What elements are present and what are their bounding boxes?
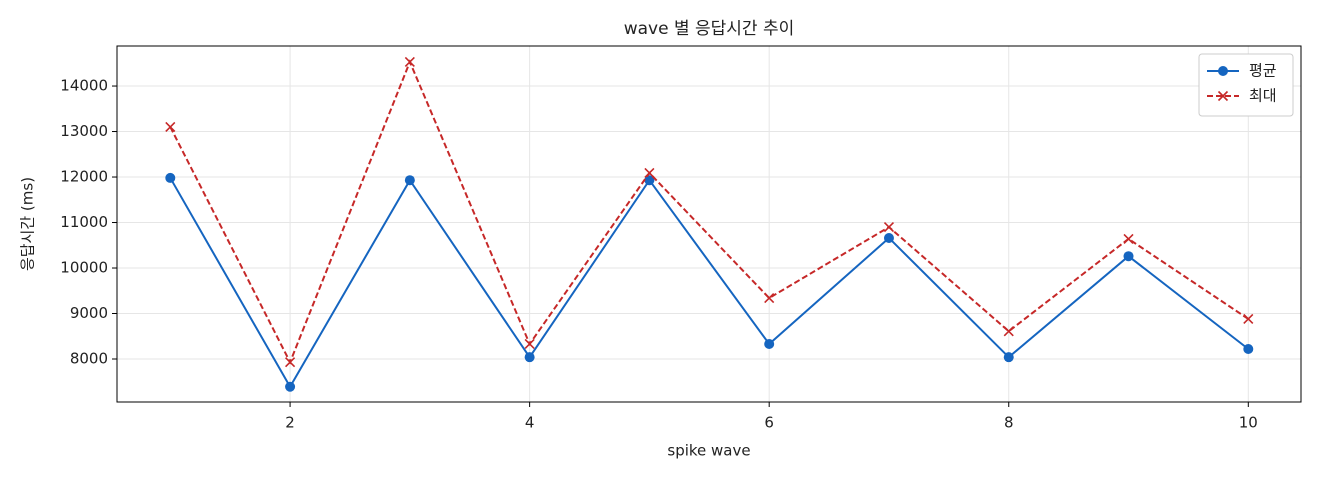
marker	[404, 56, 415, 67]
x-tick-label: 6	[764, 414, 774, 432]
marker-x	[883, 222, 895, 233]
marker	[764, 338, 775, 349]
marker	[404, 175, 415, 186]
legend-label: 최대	[1249, 87, 1277, 105]
x-tick-label: 2	[285, 414, 295, 432]
series-line	[169, 177, 1249, 389]
marker	[165, 172, 176, 183]
marker-x	[1217, 90, 1229, 102]
x-tick-label: 4	[525, 414, 535, 432]
y-tick-label: 13000	[60, 122, 108, 140]
chart-title: wave 별 응답시간 추이	[624, 19, 795, 39]
marker-x	[285, 357, 296, 368]
marker-x	[644, 167, 655, 178]
y-tick-label: 10000	[60, 259, 108, 277]
marker-x	[404, 56, 415, 67]
marker	[644, 175, 655, 186]
y-tick-label: 12000	[60, 168, 108, 186]
marker-x	[524, 338, 535, 350]
y-tick-label: 8000	[70, 350, 108, 368]
legend-label: 평균	[1249, 62, 1277, 80]
marker-x	[165, 121, 176, 133]
marker	[644, 167, 655, 178]
marker-x	[1243, 313, 1254, 325]
x-axis-label: spike wave	[667, 442, 750, 460]
marker	[524, 352, 535, 363]
y-tick-label: 14000	[60, 77, 108, 95]
marker	[165, 121, 176, 133]
marker	[1123, 233, 1134, 244]
y-axis-label: 응답시간 (ms)	[19, 177, 37, 271]
y-tick-label: 9000	[70, 304, 108, 322]
marker	[1003, 352, 1014, 363]
marker	[764, 292, 775, 304]
marker	[285, 381, 296, 392]
marker-x	[764, 292, 775, 304]
marker	[1003, 326, 1014, 337]
legend-box	[1198, 53, 1294, 117]
marker	[1123, 251, 1134, 262]
marker	[1217, 90, 1229, 102]
marker	[524, 338, 535, 350]
x-tick-label: 10	[1239, 414, 1258, 432]
marker	[1243, 313, 1254, 325]
marker	[883, 222, 895, 233]
y-tick-label: 11000	[60, 213, 108, 231]
plot-frame	[116, 45, 1302, 403]
marker-x	[1123, 233, 1134, 244]
marker	[883, 232, 894, 243]
marker-x	[1003, 326, 1014, 337]
marker	[1218, 66, 1228, 76]
marker	[285, 357, 296, 368]
marker	[1243, 343, 1254, 354]
series-line	[169, 59, 1249, 365]
x-tick-label: 8	[1004, 414, 1014, 432]
